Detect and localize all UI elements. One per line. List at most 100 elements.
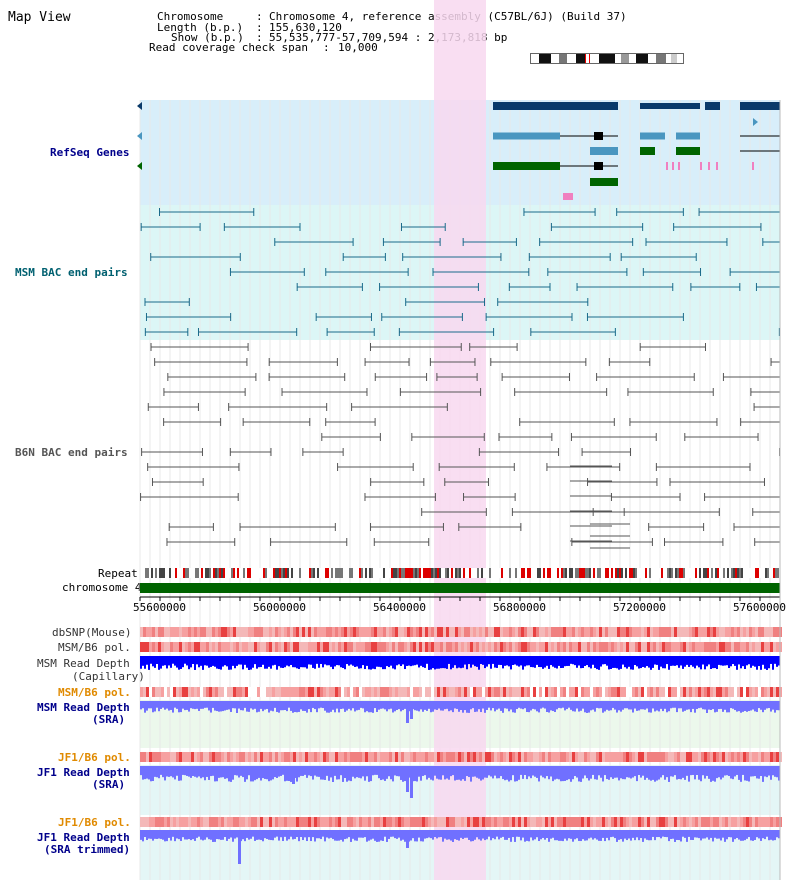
- msm-depth-capillary-bar: [502, 656, 504, 669]
- jf1-pol-strip: [242, 752, 245, 762]
- jf1-depth-trim-bar: [288, 830, 290, 840]
- msm-depth-capillary-bar: [334, 656, 336, 667]
- repeat-mark: [151, 568, 153, 578]
- msm-bac-label[interactable]: MSM BAC end pairs: [15, 266, 128, 279]
- msm-depth-capillary-bar: [692, 656, 694, 667]
- jf1-depth-sra-bar: [288, 766, 290, 781]
- msm-depth-sra-bar: [366, 701, 368, 712]
- msm-pol-strip: [401, 642, 404, 652]
- jf1-depth-trim-bar: [474, 830, 476, 840]
- repeat-mark: [425, 568, 427, 578]
- dbsnp-strip: [584, 627, 587, 637]
- jf1-depth-trim-bar: [220, 830, 222, 840]
- jf1-depth-sra-bar: [588, 766, 590, 781]
- jf1-depth-trim-bar: [354, 830, 356, 841]
- jf1-depth-sra-bar: [140, 766, 142, 776]
- jf1-depth-trim-bar: [144, 830, 146, 838]
- msm-pol-strip: [362, 642, 365, 652]
- msm-depth-capillary-bar: [280, 656, 282, 668]
- jf1-pol-strip: [539, 752, 542, 762]
- jf1-depth-sra-bar: [686, 766, 688, 776]
- jf1-depth-trim-bar: [766, 830, 768, 837]
- msm-depth-capillary-bar: [510, 656, 512, 670]
- jf1-pol2-strip: [497, 817, 500, 827]
- b6n-bac-label[interactable]: B6N BAC end pairs: [15, 446, 128, 459]
- msm-depth-sra-bar: [178, 701, 180, 713]
- jf1-depth-sra-bar: [664, 766, 666, 780]
- jf1-depth-sra-bar: [504, 766, 506, 781]
- jf1-depth-trim-bar: [750, 830, 752, 841]
- jf1-depth-trim-bar: [728, 830, 730, 838]
- msm-depth-sra-bar: [330, 701, 332, 712]
- msm-depth-sra-bar: [472, 701, 474, 709]
- msm-depth-capillary-bar: [708, 656, 710, 665]
- jf1-depth-sra-bar: [206, 766, 208, 777]
- msm-depth-capillary-bar: [630, 656, 632, 670]
- jf1-pol2-strip: [302, 817, 305, 827]
- msm-depth-capillary-bar: [256, 656, 258, 669]
- msm-pol2-strip: [638, 687, 641, 697]
- msm-pol-strip: [215, 642, 218, 652]
- dbsnp-strip: [374, 627, 377, 637]
- msm-pol-strip: [416, 642, 419, 652]
- jf1-pol-strip: [338, 752, 341, 762]
- repeat-label: Repeat: [98, 567, 138, 580]
- msm-pol-strip: [662, 642, 665, 652]
- jf1-pol2-strip: [311, 817, 314, 827]
- jf1-depth-sra-bar: [248, 766, 250, 776]
- msm-depth-capillary-bar: [276, 656, 278, 670]
- jf1-depth-trim-bar: [208, 830, 210, 840]
- msm-depth-sra-bar: [732, 701, 734, 709]
- jf1-pol-strip: [554, 752, 557, 762]
- refseq-genes-label[interactable]: RefSeq Genes: [50, 146, 130, 159]
- jf1-pol2-strip: [347, 817, 350, 827]
- msm-pol2-strip: [590, 687, 593, 697]
- jf1-depth-trim-bar-spike: [406, 830, 409, 848]
- dbsnp-strip: [398, 627, 401, 637]
- jf1-depth-trim-bar: [722, 830, 724, 838]
- msm-depth-sra-bar: [720, 701, 722, 709]
- msm-depth-capillary-bar: [178, 656, 180, 670]
- msm-depth-capillary-bar: [666, 656, 668, 665]
- dbsnp-strip: [629, 627, 632, 637]
- jf1-depth-sra-bar: [580, 766, 582, 782]
- msm-pol-strip: [278, 642, 281, 652]
- msm-pol-strip: [563, 642, 566, 652]
- dbsnp-strip: [632, 627, 635, 637]
- msm-pol2-strip: [437, 687, 440, 697]
- jf1-pol2-strip: [779, 817, 782, 827]
- jf1-depth-sra-bar: [552, 766, 554, 782]
- dbsnp-strip: [434, 627, 437, 637]
- jf1-pol2-strip: [149, 817, 152, 827]
- jf1-depth-trim-bar: [672, 830, 674, 839]
- msm-pol2-strip: [197, 687, 200, 697]
- jf1-depth-trim-bar: [510, 830, 512, 842]
- dbsnp-strip: [770, 627, 773, 637]
- msm-pol2-strip: [557, 687, 560, 697]
- jf1-pol2-strip: [173, 817, 176, 827]
- jf1-depth-sra-bar: [572, 766, 574, 780]
- msm-depth-capillary-bar: [404, 656, 406, 670]
- chromosome-ideogram[interactable]: [530, 53, 684, 64]
- dbsnp-strip: [416, 627, 419, 637]
- jf1-depth-sra-bar: [638, 766, 640, 775]
- jf1-depth-trim-bar: [332, 830, 334, 840]
- jf1-depth-trim-bar: [342, 830, 344, 842]
- msm-depth-sra-bar: [640, 701, 642, 710]
- msm-depth-capillary-bar: [370, 656, 372, 670]
- msm-pol-strip: [404, 642, 407, 652]
- jf1-pol-strip: [248, 752, 251, 762]
- jf1-depth-sra-bar: [454, 766, 456, 781]
- dbsnp-strip: [218, 627, 221, 637]
- dbsnp-strip: [722, 627, 725, 637]
- msm-depth-sra-bar: [586, 701, 588, 713]
- chromosome-bar: [140, 583, 780, 593]
- jf1-depth-sra-bar: [208, 766, 210, 780]
- msm-pol-strip: [323, 642, 326, 652]
- msm-pol2-strip: [338, 687, 341, 697]
- jf1-depth-trim-bar: [718, 830, 720, 839]
- jf1-pol2-strip: [338, 817, 341, 827]
- msm-depth-sra-bar: [508, 701, 510, 712]
- jf1-pol-strip: [215, 752, 218, 762]
